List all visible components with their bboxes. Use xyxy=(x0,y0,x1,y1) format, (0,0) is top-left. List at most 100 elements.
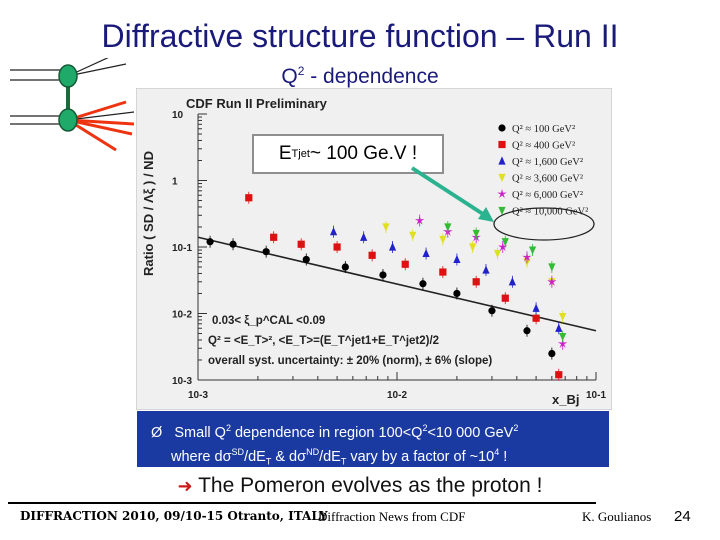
data-point-series-0 xyxy=(523,327,531,335)
data-point-series-5 xyxy=(444,223,452,232)
annotation-syst: overall syst. uncertainty: ± 20% (norm),… xyxy=(208,355,492,367)
data-point-series-2 xyxy=(453,254,461,264)
bl2-b: SD xyxy=(231,446,245,457)
legend-label: Q² ≈ 400 GeV² xyxy=(512,141,575,152)
bl2-c: /dE xyxy=(244,448,266,465)
legend-label: Q² ≈ 100 GeV² xyxy=(512,124,575,135)
data-point-series-2 xyxy=(532,303,540,312)
data-point-series-1 xyxy=(333,243,341,251)
slide-subtitle: Q2 - dependence xyxy=(0,64,720,89)
data-point-series-0 xyxy=(379,271,387,279)
data-point-series-1 xyxy=(439,268,447,276)
data-point-series-5 xyxy=(528,246,537,255)
chart-title: CDF Run II Preliminary xyxy=(186,96,328,111)
data-point-series-3 xyxy=(409,231,417,240)
data-point-series-3 xyxy=(382,223,390,232)
data-point-series-4 xyxy=(547,276,557,286)
callout-rest: ~ 100 Ge.V ! xyxy=(309,143,418,164)
pomeron-text: The Pomeron evolves as the proton ! xyxy=(192,474,543,497)
bl1-a: Small Q xyxy=(174,424,226,441)
legend-marker xyxy=(498,140,506,149)
data-point-series-1 xyxy=(245,194,253,202)
legend-label: Q² ≈ 3,600 GeV² xyxy=(512,174,583,185)
chart-x-axis-label: x_Bj xyxy=(552,392,579,407)
subtitle-rest: - dependence xyxy=(304,65,439,88)
bl2-f: ND xyxy=(306,446,320,457)
feynman-diagram-icon xyxy=(10,58,135,152)
right-arrow-icon: ➜ xyxy=(177,476,193,496)
data-point-series-4 xyxy=(557,338,568,348)
data-point-series-1 xyxy=(401,260,409,268)
data-point-series-1 xyxy=(368,251,376,259)
data-point-series-2 xyxy=(422,248,430,258)
data-point-series-2 xyxy=(329,227,338,236)
data-point-series-1 xyxy=(501,294,509,302)
legend-label: Q² ≈ 1,600 GeV² xyxy=(512,157,583,168)
annotation-xi-range: 0.03< ξ_p^CAL <0.09 xyxy=(212,315,325,327)
data-point-series-0 xyxy=(341,263,349,271)
legend-label: Q² ≈ 6,000 GeV² xyxy=(512,190,583,201)
bl2-sigma2: σ xyxy=(297,448,307,465)
data-point-series-3 xyxy=(493,249,502,259)
legend-marker xyxy=(497,189,507,198)
callout-sub: T xyxy=(291,148,299,160)
legend-label: Q² ≈ 10,000 GeV² xyxy=(512,207,588,218)
chart-y-axis-label: Ratio ( SD / Λξ ) / ND xyxy=(141,151,156,276)
data-point-series-0 xyxy=(453,289,461,298)
slide-title: Diffractive structure function – Run II xyxy=(101,18,619,54)
data-point-series-2 xyxy=(555,323,563,332)
y-tick-label: 10-1 xyxy=(172,243,192,254)
data-point-series-5 xyxy=(472,229,480,239)
data-point-series-4 xyxy=(522,252,532,262)
bl2-a: where d xyxy=(171,448,223,465)
data-point-series-2 xyxy=(360,232,368,241)
legend-marker xyxy=(498,124,506,132)
y-tick-label: 10-2 xyxy=(172,310,192,321)
bl2-j: 4 xyxy=(494,446,500,457)
data-point-series-1 xyxy=(555,371,563,379)
bl2-g: /dE xyxy=(319,448,341,465)
data-point-series-1 xyxy=(297,240,305,248)
y-tick-label: 10-3 xyxy=(172,376,192,387)
y-tick-label: 10 xyxy=(172,110,184,121)
data-point-series-0 xyxy=(262,248,270,256)
bullet-marker: Ø xyxy=(151,424,163,441)
data-point-series-0 xyxy=(302,255,310,264)
callout-e: E xyxy=(278,143,292,164)
bl1-b: 2 xyxy=(225,423,231,433)
subtitle-q: Q xyxy=(281,65,298,88)
bullet-line-1: Ø Small Q2 dependence in region 100<Q2<1… xyxy=(151,419,609,443)
data-point-series-2 xyxy=(508,277,516,286)
bl2-e: & d xyxy=(271,448,298,465)
y-tick-label: 1 xyxy=(172,177,178,188)
bl1-c: dependence in region 100<Q xyxy=(230,424,423,441)
data-point-series-2 xyxy=(388,242,397,251)
bl2-h: T xyxy=(340,456,347,467)
bl2-sigma1: σ xyxy=(222,448,232,465)
bl1-f: 2 xyxy=(513,423,519,433)
bl2-k: ! xyxy=(499,448,508,465)
data-point-series-0 xyxy=(419,280,427,288)
data-point-series-5 xyxy=(559,332,567,342)
data-point-series-5 xyxy=(548,263,556,272)
subtitle-exponent: 2 xyxy=(297,64,305,78)
x-tick-label: 10-1 xyxy=(586,390,606,401)
footer-rule xyxy=(8,502,596,504)
data-point-series-1 xyxy=(270,233,278,241)
bl2-i: vary by a factor of ~10 xyxy=(346,448,495,465)
page-number: 24 xyxy=(674,508,691,525)
data-point-series-0 xyxy=(488,307,496,315)
bl1-e: <10 000 GeV xyxy=(427,424,514,441)
data-point-series-4 xyxy=(498,242,508,251)
data-point-series-3 xyxy=(469,243,477,252)
summary-bullet-box: Ø Small Q2 dependence in region 100<Q2<1… xyxy=(137,411,609,467)
legend-marker xyxy=(498,173,506,183)
callout-sup: jet xyxy=(298,148,310,160)
data-point-series-1 xyxy=(532,314,540,322)
data-point-series-0 xyxy=(229,240,237,248)
bl1-d: 2 xyxy=(422,423,428,433)
footer-author: K. Goulianos xyxy=(582,509,652,524)
pomeron-statement: ➜ The Pomeron evolves as the proton ! xyxy=(0,474,720,498)
bullet-line-2: where dσSD/dET & dσND/dET vary by a fact… xyxy=(151,443,609,472)
